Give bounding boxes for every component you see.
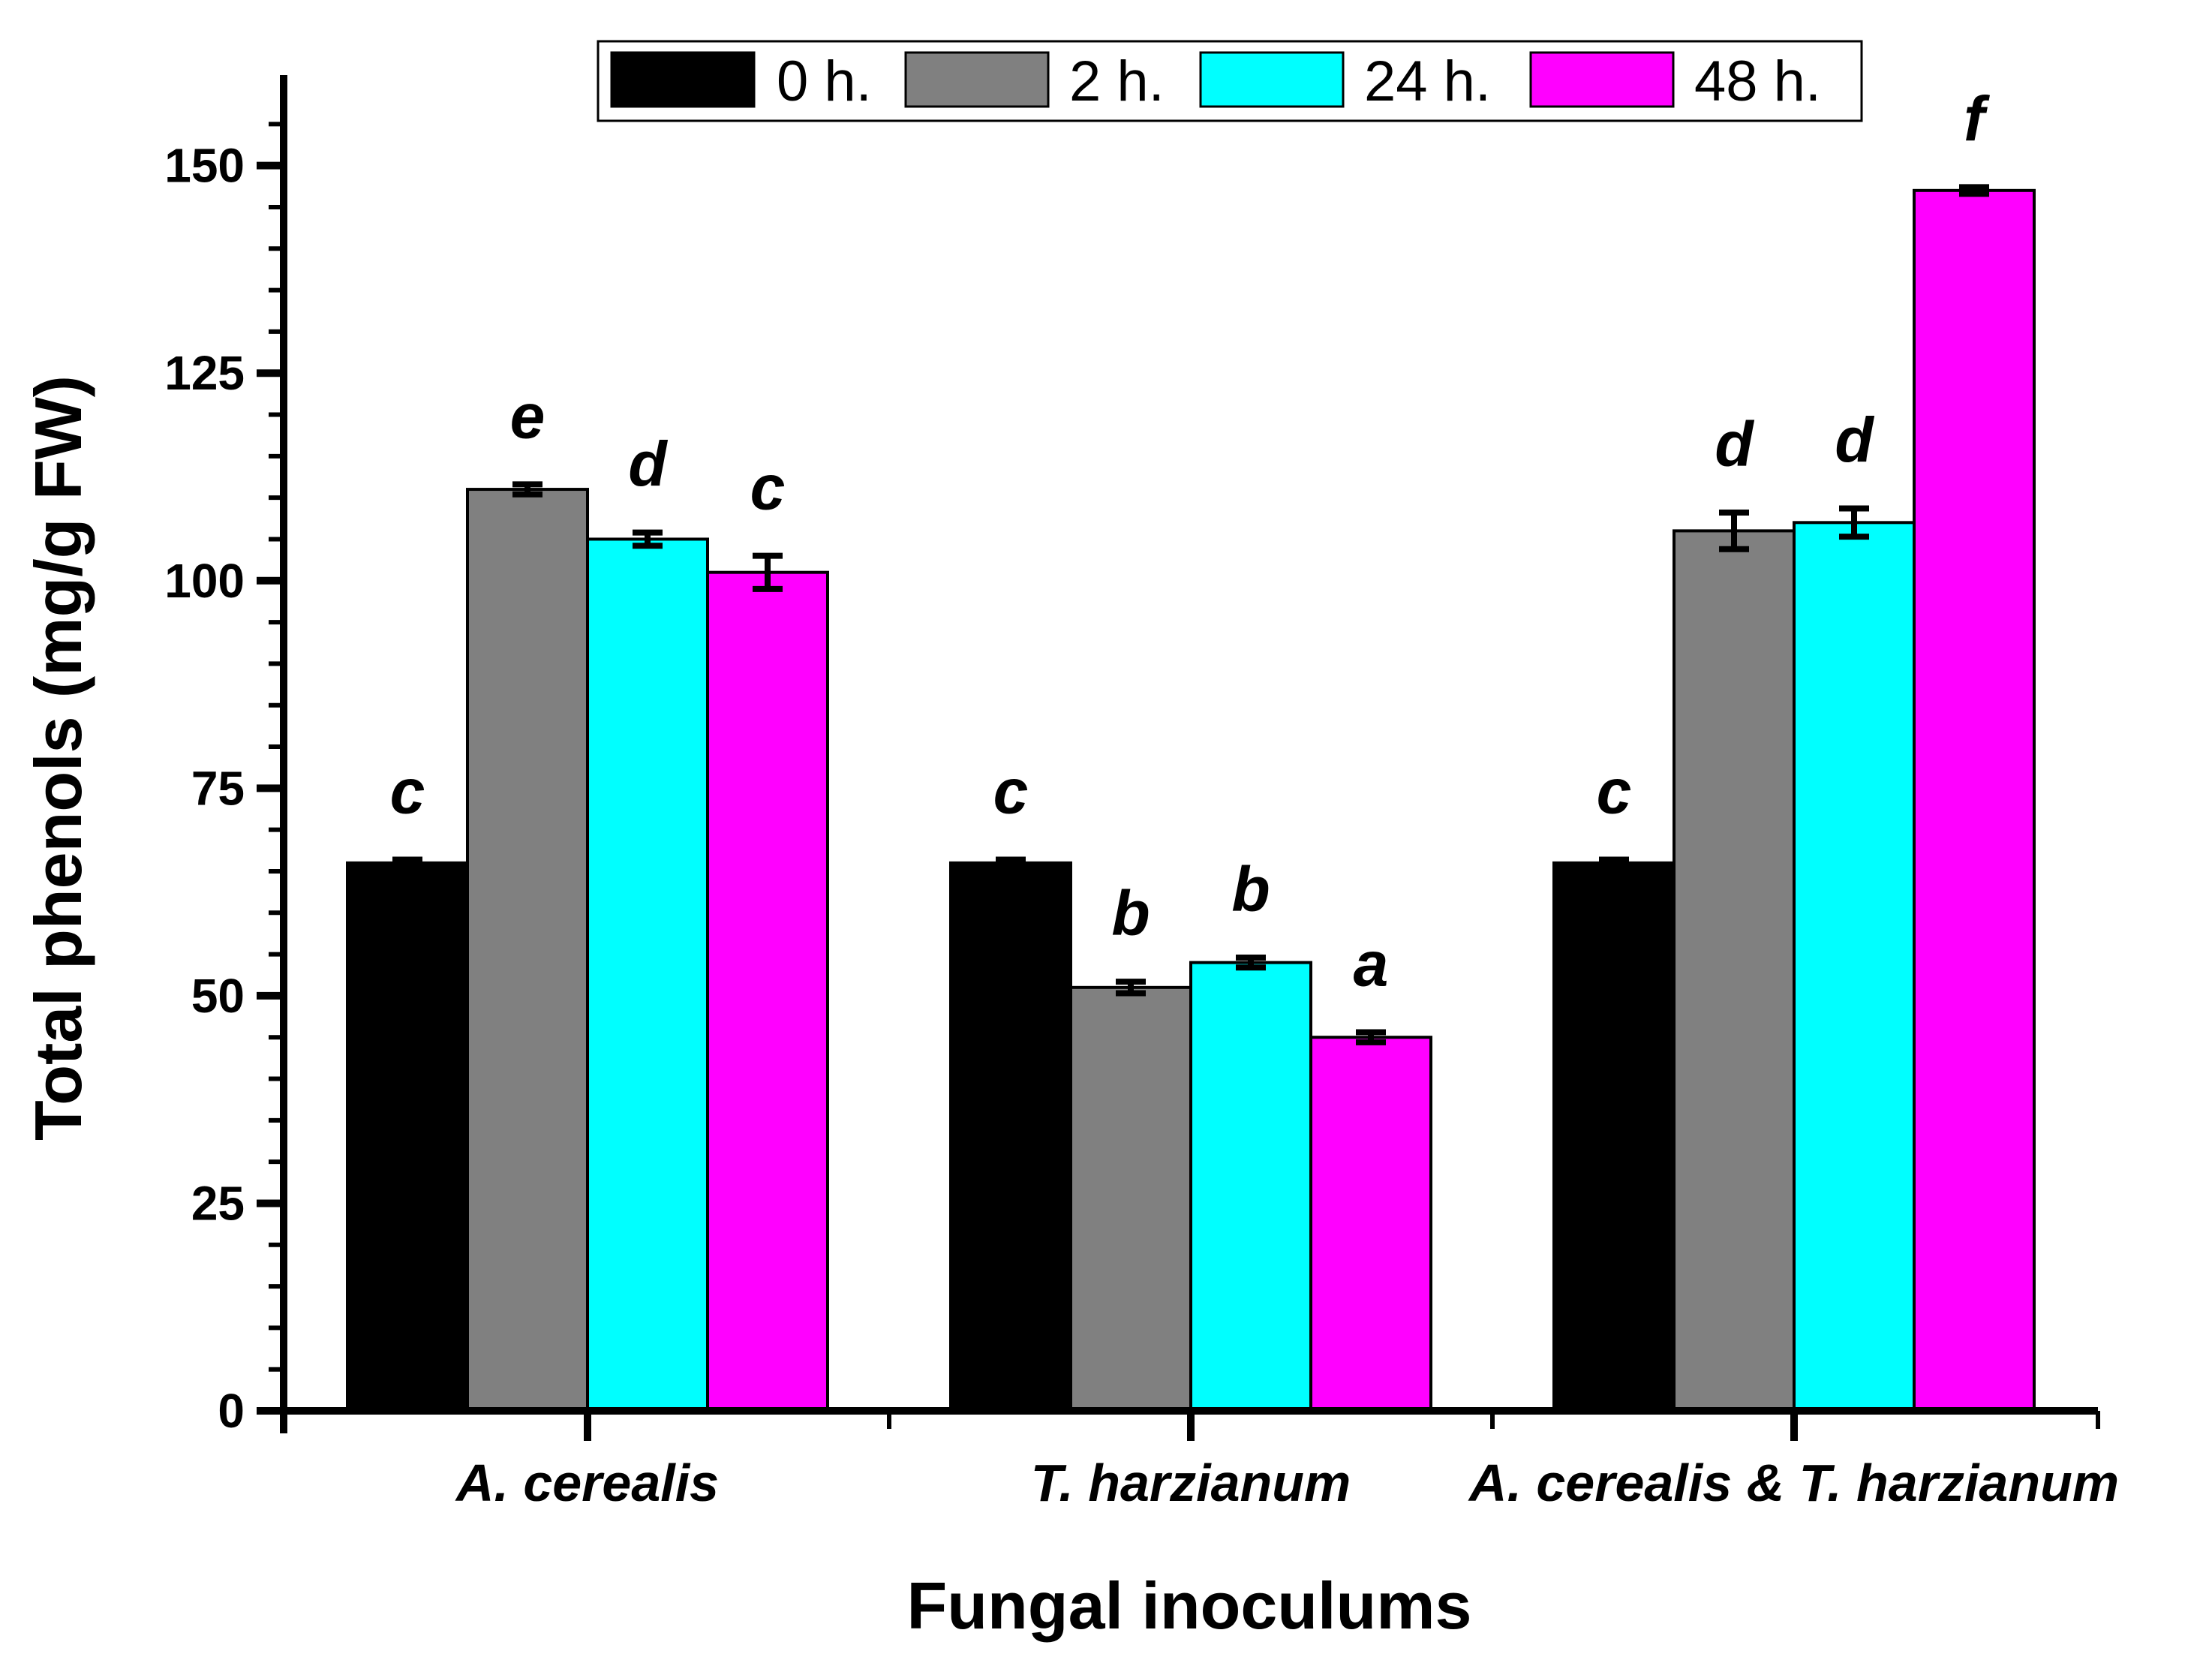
bar-1-2 bbox=[1189, 961, 1312, 1412]
y-tick-label: 125 bbox=[164, 346, 245, 400]
bar-0-0 bbox=[346, 861, 469, 1412]
significance-label: d bbox=[1835, 405, 1874, 476]
bar-0-1 bbox=[466, 488, 589, 1412]
significance-label: c bbox=[993, 756, 1029, 826]
bar-0-3 bbox=[706, 570, 829, 1412]
x-category-label: T. harzianum bbox=[1031, 1454, 1351, 1512]
legend-label: 0 h. bbox=[777, 50, 872, 113]
significance-label: a bbox=[1354, 929, 1389, 1000]
y-tick-label: 75 bbox=[191, 761, 245, 815]
significance-label: b bbox=[1231, 854, 1270, 925]
legend-label: 48 h. bbox=[1694, 50, 1821, 113]
error-bar-0-0 bbox=[392, 856, 422, 870]
bars-layer: c e d c c b b a c d d f bbox=[346, 83, 2036, 1412]
bar-1-1 bbox=[1069, 985, 1192, 1412]
significance-label: e bbox=[510, 380, 545, 451]
y-ticks: 0 25 50 75 100 125 150 bbox=[164, 122, 2100, 1441]
significance-label: b bbox=[1111, 878, 1150, 949]
bar-0-2 bbox=[586, 537, 709, 1412]
error-bar-1-3 bbox=[1356, 1029, 1386, 1045]
legend-swatch bbox=[904, 51, 1050, 108]
x-category-label: A. cerealis bbox=[455, 1454, 719, 1512]
error-bar-2-1 bbox=[1719, 510, 1749, 552]
error-bar-1-0 bbox=[996, 856, 1026, 870]
legend-label: 2 h. bbox=[1069, 50, 1165, 113]
error-bar-2-0 bbox=[1599, 856, 1629, 870]
x-axis-title: Fungal inoculums bbox=[907, 1568, 1472, 1643]
bar-2-2 bbox=[1793, 521, 1916, 1412]
y-axis-title: Total phenols (mg/g FW) bbox=[21, 375, 95, 1141]
x-category-label: A. cerealis & T. harzianum bbox=[1468, 1454, 2119, 1512]
bar-2-1 bbox=[1673, 529, 1796, 1412]
legend-swatch bbox=[1529, 51, 1675, 108]
legend-label: 24 h. bbox=[1364, 50, 1491, 113]
significance-label: c bbox=[1597, 756, 1632, 826]
y-tick-label: 50 bbox=[191, 969, 245, 1023]
error-bar-1-2 bbox=[1236, 954, 1266, 971]
error-bar-0-1 bbox=[512, 481, 542, 498]
significance-label: c bbox=[750, 453, 786, 523]
legend-swatch bbox=[1199, 51, 1345, 108]
y-tick-label: 100 bbox=[164, 554, 245, 608]
bar-1-0 bbox=[949, 861, 1072, 1412]
y-tick-label: 0 bbox=[218, 1384, 245, 1438]
error-bar-0-2 bbox=[633, 529, 663, 549]
error-bar-1-1 bbox=[1116, 979, 1146, 997]
y-tick-label: 25 bbox=[191, 1176, 245, 1230]
bar-1-3 bbox=[1309, 1036, 1432, 1412]
legend-swatch bbox=[610, 51, 756, 108]
significance-label: c bbox=[390, 756, 425, 826]
significance-label: f bbox=[1964, 83, 1990, 154]
bar-2-0 bbox=[1552, 861, 1676, 1412]
legend: 0 h. 2 h. 24 h. 48 h. bbox=[597, 40, 1863, 122]
error-bar-0-3 bbox=[753, 552, 783, 592]
error-bar-2-3 bbox=[1959, 184, 1989, 197]
error-bar-2-2 bbox=[1839, 505, 1869, 540]
significance-label: d bbox=[628, 429, 668, 500]
y-tick-label: 150 bbox=[164, 139, 245, 193]
x-category-labels: A. cerealis T. harzianum A. cerealis & T. … bbox=[455, 1454, 2119, 1512]
bar-2-3 bbox=[1913, 188, 2036, 1412]
significance-label: d bbox=[1715, 409, 1754, 480]
